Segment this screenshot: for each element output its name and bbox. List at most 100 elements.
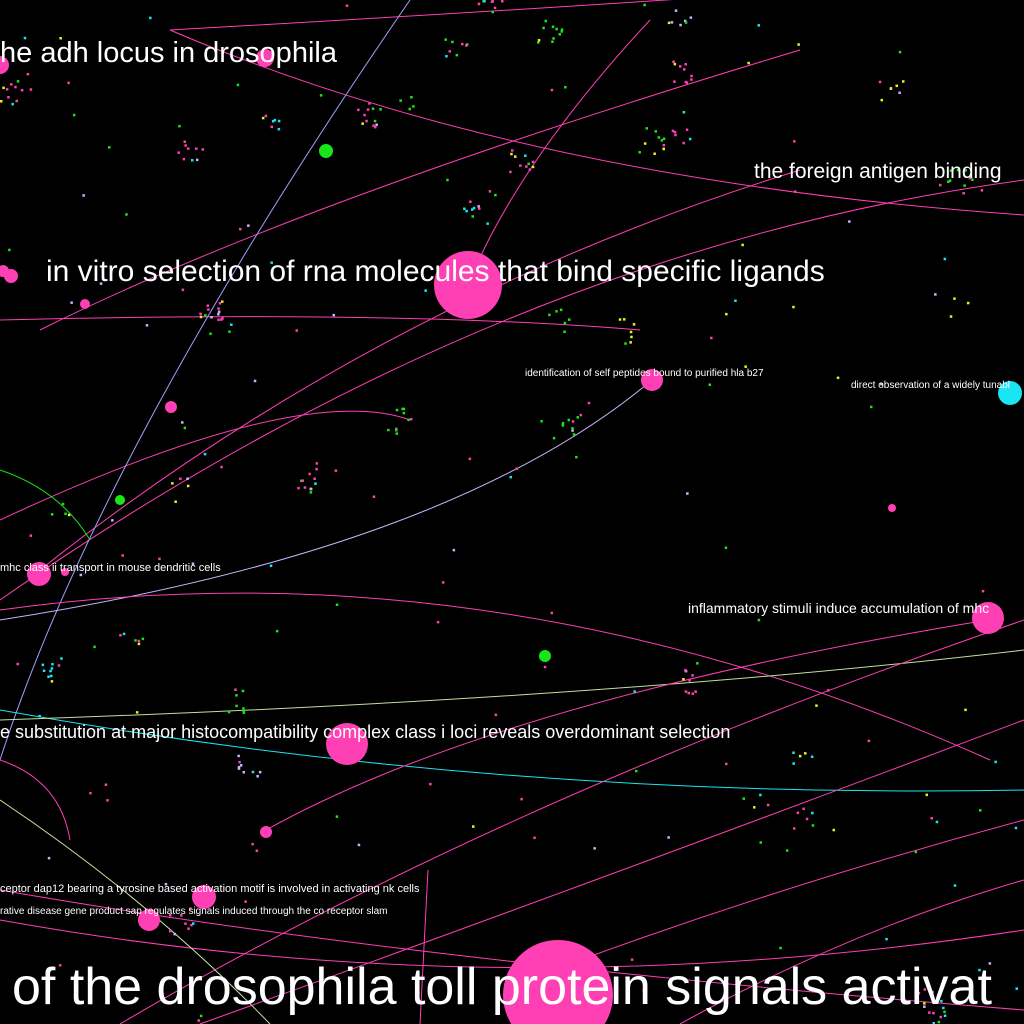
small-node [509, 170, 512, 174]
small-node [207, 308, 210, 311]
small-node [201, 148, 204, 151]
small-node [571, 429, 574, 432]
edge [0, 919, 1024, 969]
small-node [309, 487, 312, 491]
small-node [980, 189, 984, 192]
small-node [169, 914, 172, 917]
small-node [962, 192, 965, 195]
node[interactable] [80, 299, 90, 309]
node[interactable] [61, 568, 69, 576]
small-node [300, 479, 303, 483]
node[interactable] [641, 369, 663, 391]
edge [265, 619, 989, 831]
small-node [551, 40, 554, 43]
small-node [898, 91, 901, 94]
small-node [199, 1014, 203, 1018]
node[interactable] [0, 265, 9, 277]
small-node [441, 581, 445, 584]
node[interactable] [998, 381, 1022, 405]
node[interactable] [539, 650, 551, 662]
small-node [189, 907, 192, 910]
node[interactable] [972, 602, 1004, 634]
small-node [509, 475, 512, 479]
small-node [237, 765, 241, 769]
small-node [407, 418, 410, 422]
node[interactable] [27, 562, 51, 586]
small-node [51, 663, 54, 666]
node[interactable] [256, 49, 274, 67]
small-node [559, 308, 563, 312]
small-node [544, 19, 547, 23]
small-node [889, 87, 893, 90]
small-node [236, 83, 240, 87]
small-node [563, 321, 567, 325]
small-node [242, 771, 245, 774]
small-node [674, 133, 677, 137]
small-node [963, 184, 966, 187]
small-node [5, 88, 9, 91]
small-node [183, 140, 186, 143]
small-node [684, 21, 688, 24]
small-node [191, 159, 194, 162]
small-node [11, 102, 14, 106]
small-node [134, 639, 137, 642]
node[interactable] [888, 504, 896, 512]
small-node [270, 261, 273, 264]
small-node [408, 107, 411, 111]
small-node [373, 119, 377, 123]
node[interactable] [0, 56, 9, 74]
small-node [724, 546, 728, 549]
node-layer [0, 49, 1022, 1024]
small-node [47, 856, 51, 860]
small-node [667, 21, 671, 25]
small-node [943, 257, 947, 261]
small-node [217, 318, 220, 321]
small-node [932, 1011, 935, 1015]
small-node [542, 26, 545, 30]
small-node [309, 491, 313, 494]
node[interactable] [115, 495, 125, 505]
small-node [757, 618, 761, 622]
small-node [810, 755, 814, 758]
node[interactable] [165, 401, 177, 413]
small-node [472, 825, 475, 828]
node[interactable] [319, 144, 333, 158]
small-node [671, 129, 675, 133]
node-label: inflammatory stimuli induce accumulation… [688, 600, 989, 616]
node[interactable] [138, 909, 160, 931]
small-node [537, 41, 540, 44]
small-node [218, 302, 222, 305]
small-node [297, 486, 300, 490]
small-node [672, 60, 675, 63]
node[interactable] [434, 251, 502, 319]
small-node [571, 427, 574, 430]
small-node [690, 78, 693, 81]
small-node [793, 190, 797, 193]
small-node [832, 828, 835, 832]
node[interactable] [326, 723, 368, 765]
small-node [779, 946, 782, 950]
small-node [471, 208, 474, 211]
small-node [203, 452, 207, 456]
small-node [925, 793, 928, 797]
small-node [106, 799, 109, 802]
small-node [915, 999, 918, 1002]
small-node [50, 513, 54, 516]
small-node [685, 128, 689, 131]
node[interactable] [260, 826, 272, 838]
small-node [561, 424, 565, 427]
small-node [314, 482, 317, 485]
small-node [694, 690, 697, 693]
small-node [177, 151, 180, 154]
node[interactable] [503, 940, 613, 1024]
edge [679, 879, 1024, 1024]
small-node [363, 113, 366, 117]
small-node [923, 1002, 926, 1005]
small-node [527, 162, 530, 166]
edge [39, 49, 801, 331]
small-node [58, 964, 62, 967]
small-node [685, 81, 689, 84]
small-node [395, 427, 398, 431]
node[interactable] [192, 885, 216, 909]
small-node [49, 669, 52, 673]
